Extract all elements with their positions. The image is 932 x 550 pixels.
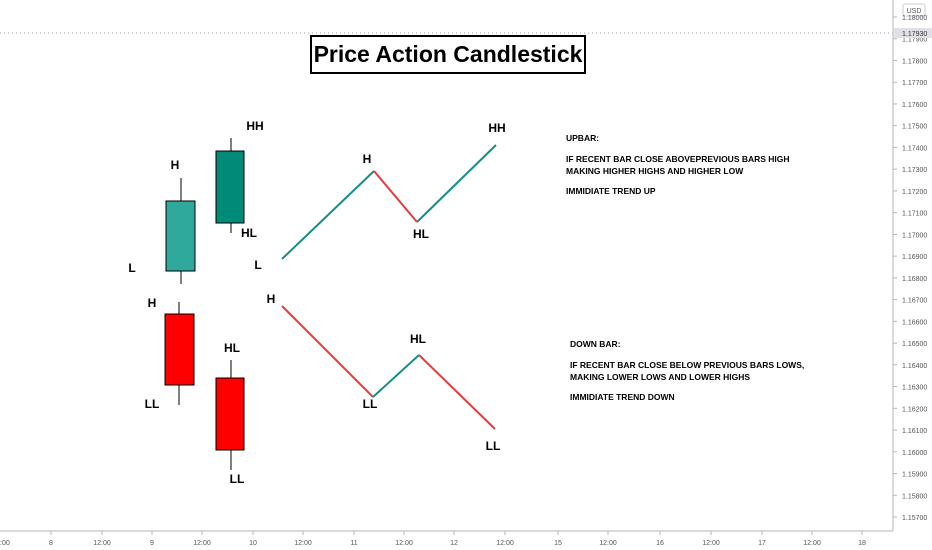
upbar-note: UPBAR: IF RECENT BAR CLOSE ABOVEPREVIOUS… [566, 133, 790, 196]
price-tick-label: 1.17000 [902, 232, 927, 239]
label-dn-c1-h: H [148, 296, 157, 310]
down-candle-1 [164, 302, 195, 405]
price-tick-label: 1.17100 [902, 211, 927, 218]
price-tick-label: 1.16300 [902, 385, 927, 392]
time-tick-label: 12:00 [93, 540, 111, 547]
time-tick-label: 12:00 [294, 540, 312, 547]
label-dn-zz-ll2: LL [486, 439, 501, 453]
price-tick-label: 1.17400 [902, 145, 927, 152]
time-tick-label: 9 [150, 540, 154, 547]
price-tick-label: 1.17600 [902, 102, 927, 109]
price-tick-label: 1.16700 [902, 298, 927, 305]
price-tick-label: 1.17700 [902, 80, 927, 87]
time-tick-label: 12:00 [803, 540, 821, 547]
time-tick-label: 12:00 [395, 540, 413, 547]
time-tick-label: 8 [49, 540, 53, 547]
upbar-line3: IMMIDIATE TREND UP [566, 186, 656, 196]
upbar-line1: IF RECENT BAR CLOSE ABOVEPREVIOUS BARS H… [566, 154, 790, 164]
chart-title-text: Price Action Candlestick [314, 41, 583, 67]
time-tick-label: 12:00 [702, 540, 720, 547]
up-candle-2 [215, 138, 245, 233]
label-up-zz-hh: HH [488, 121, 505, 135]
up-trend-zigzag [281, 144, 497, 260]
label-up-c2-hh: HH [246, 119, 263, 133]
downbar-line2: MAKING LOWER LOWS AND LOWER HIGHS [570, 372, 750, 382]
label-dn-zz-hl: HL [410, 332, 426, 346]
label-up-zz-h: H [363, 152, 372, 166]
time-tick-label: 10 [249, 540, 257, 547]
label-up-zz-l: L [254, 258, 261, 272]
label-dn-zz-ll: LL [363, 397, 378, 411]
label-dn-zz-h: H [267, 292, 276, 306]
time-tick-label: 16 [656, 540, 664, 547]
price-tick-label: 1.16000 [902, 450, 927, 457]
price-tick-label: 1.16900 [902, 254, 927, 261]
time-tick-label: 15 [554, 540, 562, 547]
up-candle-1 [165, 178, 196, 284]
price-tick-label: 1.17800 [902, 58, 927, 65]
price-tick-label: 1.15900 [902, 472, 927, 479]
upbar-line2: MAKING HIGHER HIGHS AND HIGHER LOW [566, 166, 744, 176]
down-trend-zigzag [281, 305, 496, 430]
price-tick-label: 1.16100 [902, 428, 927, 435]
label-up-c1-h: H [171, 158, 180, 172]
price-tick-label: 1.16600 [902, 319, 927, 326]
currency-label: USD [907, 8, 922, 15]
price-tick-label: 1.16400 [902, 363, 927, 370]
upbar-heading: UPBAR: [566, 133, 599, 143]
price-tick-label: 1.16800 [902, 276, 927, 283]
time-tick-label: 12:00 [599, 540, 617, 547]
label-dn-c1-ll: LL [145, 397, 160, 411]
time-axis[interactable]: :00 8 12:00 9 12:00 10 12:00 11 12:00 12 12:00 15 1… [0, 530, 893, 547]
label-up-c2-hl: HL [241, 226, 257, 240]
label-dn-c2-hl: HL [224, 341, 240, 355]
price-tick-label: 1.17900 [902, 37, 927, 44]
price-tick-label: 1.16500 [902, 341, 927, 348]
label-dn-c2-ll: LL [230, 472, 245, 486]
price-tick-label: 1.15800 [902, 493, 927, 500]
price-tick-label: 1.17500 [902, 124, 927, 131]
time-tick-label: 12 [450, 540, 458, 547]
current-price-label: 1.17930 [902, 31, 927, 38]
time-tick-label: 12:00 [193, 540, 211, 547]
downbar-line1: IF RECENT BAR CLOSE BELOW PREVIOUS BARS … [570, 360, 804, 370]
label-up-zz-hl: HL [413, 227, 429, 241]
currency-badge[interactable] [902, 3, 926, 17]
downbar-line3: IMMIDIATE TREND DOWN [570, 392, 675, 402]
time-tick-label: 18 [858, 540, 866, 547]
downbar-note: DOWN BAR: IF RECENT BAR CLOSE BELOW PREV… [570, 339, 804, 402]
price-tick-label: 1.16200 [902, 406, 927, 413]
price-tick-label: 1.17300 [902, 167, 927, 174]
down-candle-2 [215, 360, 245, 470]
label-up-c1-l: L [128, 261, 135, 275]
time-tick-partial: :00 [0, 540, 10, 547]
time-tick-label: 17 [758, 540, 766, 547]
price-tick-label: 1.15700 [902, 515, 927, 522]
price-axis[interactable]: USD 1.18000 1.17900 1.17800 1.17700 1.17600 1… [892, 0, 932, 531]
chart-title: Price Action Candlestick [310, 35, 586, 74]
downbar-heading: DOWN BAR: [570, 339, 621, 349]
time-tick-label: 11 [350, 540, 357, 547]
price-tick-label: 1.18000 [902, 15, 927, 22]
time-tick-label: 12:00 [496, 540, 514, 547]
price-tick-label: 1.17200 [902, 189, 927, 196]
current-price-badge [894, 28, 932, 38]
